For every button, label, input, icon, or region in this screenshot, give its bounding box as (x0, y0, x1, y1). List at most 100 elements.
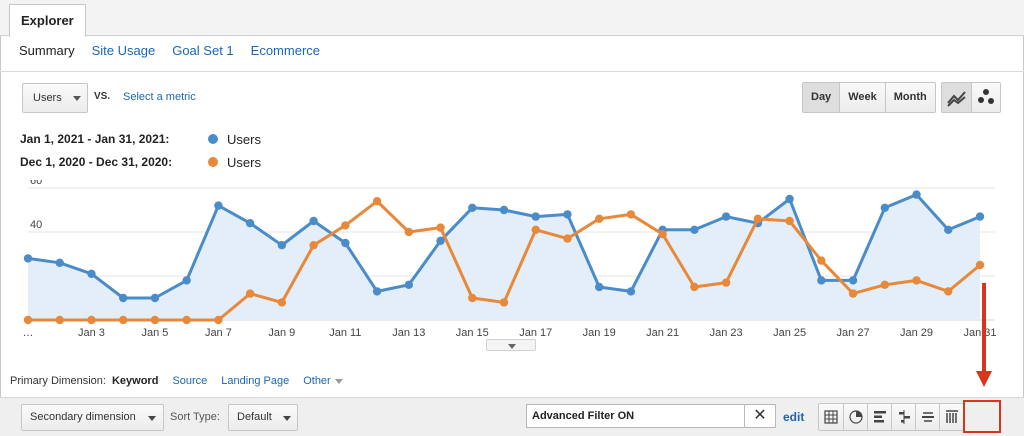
period-toggle: Day Week Month (802, 82, 936, 113)
dimension-source[interactable]: Source (172, 375, 208, 387)
data-point[interactable] (753, 214, 763, 223)
data-point[interactable] (150, 293, 160, 303)
metric-select[interactable]: Users (22, 83, 88, 113)
data-point[interactable] (880, 203, 889, 212)
motion-chart-button[interactable] (971, 83, 1000, 112)
legend-dot (208, 157, 218, 167)
data-point[interactable] (150, 315, 160, 325)
data-point[interactable] (341, 238, 350, 248)
data-point[interactable] (848, 276, 858, 285)
x-tick-label: Jan 7 (205, 327, 232, 338)
data-point[interactable] (341, 221, 350, 230)
annotation-highlight-box (963, 400, 1001, 433)
data-point[interactable] (721, 278, 731, 287)
pivot-view-button[interactable] (939, 404, 963, 430)
data-point[interactable] (595, 282, 604, 292)
data-point[interactable] (87, 269, 96, 278)
data-point[interactable] (87, 315, 96, 325)
data-point[interactable] (626, 287, 636, 296)
data-point[interactable] (817, 256, 826, 265)
data-point[interactable] (182, 315, 191, 325)
secondary-dimension-select[interactable]: Secondary dimension (21, 404, 164, 431)
data-point[interactable] (23, 315, 33, 325)
week-button[interactable]: Week (839, 83, 885, 112)
tab-explorer[interactable]: Explorer (9, 4, 86, 37)
data-point[interactable] (214, 201, 223, 210)
select-metric-link[interactable]: Select a metric (123, 91, 196, 103)
data-point[interactable] (309, 216, 318, 226)
data-point[interactable] (848, 289, 858, 298)
data-point[interactable] (721, 212, 731, 221)
data-point[interactable] (309, 241, 318, 250)
data-point[interactable] (975, 212, 985, 221)
data-point[interactable] (55, 258, 64, 267)
close-icon[interactable]: ✕ (745, 404, 776, 428)
chart-type-toggle (941, 82, 1001, 113)
filter-input[interactable]: Advanced Filter ON (526, 404, 745, 428)
chevron-down-icon (334, 378, 343, 384)
subtab-goal-set-1[interactable]: Goal Set 1 (172, 43, 234, 58)
line-chart-icon (947, 91, 966, 107)
sort-type-select[interactable]: Default (228, 404, 298, 431)
data-point[interactable] (626, 210, 636, 219)
data-point[interactable] (531, 225, 540, 234)
data-point[interactable] (277, 241, 287, 250)
data-point[interactable] (563, 234, 572, 243)
table-view-button[interactable] (819, 404, 843, 430)
data-point[interactable] (944, 287, 953, 296)
data-point[interactable] (690, 282, 699, 292)
filter-edit-link[interactable]: edit (783, 410, 805, 424)
data-point[interactable] (785, 216, 794, 226)
data-point[interactable] (372, 287, 382, 296)
data-point[interactable] (785, 194, 794, 204)
data-point[interactable] (944, 225, 953, 234)
data-point[interactable] (55, 315, 64, 325)
data-point[interactable] (912, 190, 921, 199)
term-cloud-button[interactable] (915, 404, 939, 430)
data-point[interactable] (372, 197, 382, 206)
month-button[interactable]: Month (884, 83, 935, 112)
data-point[interactable] (563, 210, 572, 219)
pivot-view-icon (946, 410, 958, 423)
line-chart-button[interactable] (942, 83, 971, 112)
chart-collapse-handle[interactable] (486, 339, 536, 351)
dimension-other[interactable]: Other (303, 375, 343, 387)
dimension-landing-page[interactable]: Landing Page (221, 375, 290, 387)
performance-view-button[interactable] (867, 404, 891, 430)
data-point[interactable] (595, 214, 604, 223)
data-point[interactable] (880, 280, 889, 289)
pie-view-button[interactable] (843, 404, 867, 430)
data-point[interactable] (119, 315, 128, 325)
data-point[interactable] (214, 315, 223, 325)
data-point[interactable] (468, 293, 477, 303)
data-point[interactable] (436, 236, 445, 245)
dimension-keyword[interactable]: Keyword (111, 375, 159, 387)
data-point[interactable] (404, 227, 413, 237)
data-point[interactable] (499, 298, 509, 307)
data-point[interactable] (499, 205, 509, 215)
data-point[interactable] (245, 289, 255, 298)
day-button[interactable]: Day (803, 83, 840, 112)
data-point[interactable] (277, 298, 287, 307)
data-point[interactable] (531, 212, 540, 221)
data-point[interactable] (182, 276, 191, 285)
data-point[interactable] (23, 254, 33, 263)
data-point[interactable] (817, 276, 826, 285)
subtab-site-usage[interactable]: Site Usage (91, 43, 156, 58)
x-tick-label: Jan 31 (963, 327, 996, 338)
data-point[interactable] (690, 225, 699, 234)
subtab-ecommerce[interactable]: Ecommerce (250, 43, 321, 58)
divider (0, 71, 1024, 72)
subtab-summary[interactable]: Summary (19, 43, 75, 58)
data-point[interactable] (119, 293, 128, 303)
data-point[interactable] (912, 276, 921, 285)
data-point[interactable] (975, 260, 985, 270)
data-point[interactable] (658, 230, 667, 239)
data-point[interactable] (404, 280, 413, 289)
data-point[interactable] (245, 219, 255, 228)
comparison-view-button[interactable] (891, 404, 915, 430)
data-point[interactable] (436, 223, 445, 232)
x-tick-label: Jan 11 (329, 327, 361, 338)
data-point[interactable] (468, 203, 477, 212)
